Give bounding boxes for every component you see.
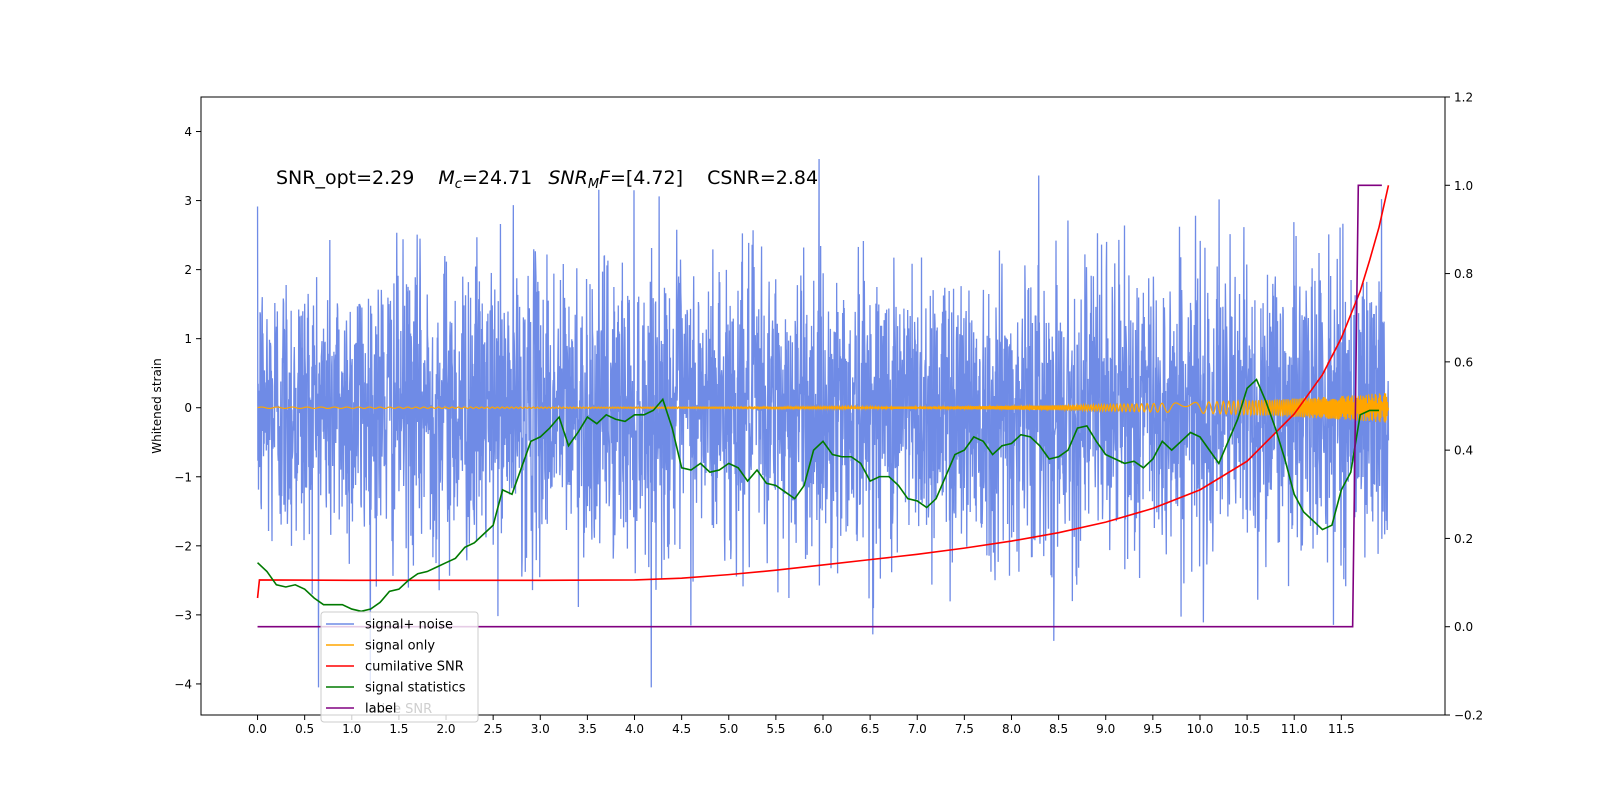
x-tick-label: 7.0 bbox=[908, 722, 927, 736]
legend-label: signal+ noise bbox=[365, 618, 453, 633]
y2-tick-label: −0.2 bbox=[1454, 709, 1483, 723]
annotation-snrmf-symbol: SNR bbox=[548, 167, 587, 189]
y-tick-label: 4 bbox=[184, 125, 192, 139]
y-axis-ticks: −4 −3 −2 −1 0 1 2 3 4 bbox=[174, 125, 201, 691]
x-tick-label: 7.5 bbox=[955, 722, 974, 736]
x-tick-label: 5.5 bbox=[766, 722, 785, 736]
y-tick-label: 2 bbox=[184, 263, 192, 277]
legend-label: cumilative SNR bbox=[365, 660, 464, 675]
y-tick-label: 1 bbox=[184, 332, 192, 346]
x-tick-label: 3.0 bbox=[531, 722, 550, 736]
x-tick-label: 4.5 bbox=[672, 722, 691, 736]
x-tick-label: 0.5 bbox=[295, 722, 314, 736]
annotation-csnr: CSNR=2.84 bbox=[707, 167, 818, 189]
x-tick-label: 11.5 bbox=[1328, 722, 1355, 736]
x-axis-ticks: 0.0 0.5 1.0 1.5 2.0 2.5 3.0 3.5 4.0 4.5 5.0 5.5 6.0 6… bbox=[248, 715, 1355, 736]
x-tick-label: 1.0 bbox=[342, 722, 361, 736]
series-label-line bbox=[257, 184, 1382, 628]
x-tick-label: 6.0 bbox=[813, 722, 832, 736]
y2-tick-label: 0.8 bbox=[1454, 267, 1473, 281]
y2-tick-label: 0.0 bbox=[1454, 620, 1473, 634]
x-tick-label: 8.0 bbox=[1002, 722, 1021, 736]
legend-label: label bbox=[365, 702, 396, 717]
x-tick-label: 8.5 bbox=[1049, 722, 1068, 736]
y2-axis-ticks: −0.2 0.0 0.2 0.4 0.6 0.8 1.0 1.2 bbox=[1445, 91, 1483, 723]
series-signal-statistics-line bbox=[257, 378, 1380, 613]
annotation-snrmf-value: =[4.72] bbox=[610, 167, 683, 189]
annotation-snrmf-sub: M bbox=[588, 177, 599, 192]
legend-box bbox=[320, 611, 479, 723]
x-tick-label: 2.0 bbox=[436, 722, 455, 736]
x-tick-label: 11.0 bbox=[1281, 722, 1308, 736]
legend: lative SNR signal+ noise signal only cumil… bbox=[320, 611, 479, 723]
x-tick-label: 5.0 bbox=[719, 722, 738, 736]
x-tick-label: 4.0 bbox=[625, 722, 644, 736]
chart-annotation: SNR_opt=2.29 Mc=24.71 SNRMF=[4.72] CSNR=… bbox=[276, 167, 818, 192]
y2-tick-label: 0.4 bbox=[1454, 444, 1473, 458]
y-tick-label: −1 bbox=[174, 470, 192, 484]
x-tick-label: 3.5 bbox=[578, 722, 597, 736]
x-tick-label: 10.5 bbox=[1234, 722, 1261, 736]
x-tick-label: 2.5 bbox=[484, 722, 503, 736]
y2-tick-label: 0.2 bbox=[1454, 532, 1473, 546]
y-tick-label: 0 bbox=[184, 401, 192, 415]
annotation-mc-sub: c bbox=[455, 177, 462, 192]
y-tick-label: −4 bbox=[174, 677, 192, 691]
legend-label: signal only bbox=[365, 639, 435, 654]
series-signal-only-line bbox=[257, 392, 1390, 423]
y-tick-label: 3 bbox=[184, 194, 192, 208]
legend-ghost-text: lative SNR bbox=[365, 702, 432, 717]
x-tick-label: 10.0 bbox=[1187, 722, 1214, 736]
y2-tick-label: 1.0 bbox=[1454, 179, 1473, 193]
x-tick-label: 9.5 bbox=[1143, 722, 1162, 736]
series-layer bbox=[256, 159, 1390, 688]
y-axis-label: Whitened strain bbox=[150, 358, 164, 454]
legend-label: signal statistics bbox=[365, 681, 466, 696]
series-cumulative-snr-line bbox=[256, 185, 1390, 599]
x-tick-label: 6.5 bbox=[861, 722, 880, 736]
annotation-mc-value: =24.71 bbox=[462, 167, 532, 189]
y2-tick-label: 0.6 bbox=[1454, 355, 1473, 369]
y2-tick-label: 1.2 bbox=[1454, 91, 1473, 105]
x-tick-label: 1.5 bbox=[389, 722, 408, 736]
y-tick-label: −2 bbox=[174, 539, 192, 553]
y-tick-label: −3 bbox=[174, 608, 192, 622]
x-tick-label: 0.0 bbox=[248, 722, 267, 736]
annotation-snrmf-f: F bbox=[599, 167, 611, 189]
x-tick-label: 9.0 bbox=[1096, 722, 1115, 736]
series-signal-noise-line bbox=[256, 159, 1390, 688]
annotation-mc-symbol: M bbox=[438, 167, 454, 189]
annotation-snr-opt: SNR_opt=2.29 bbox=[276, 167, 414, 189]
